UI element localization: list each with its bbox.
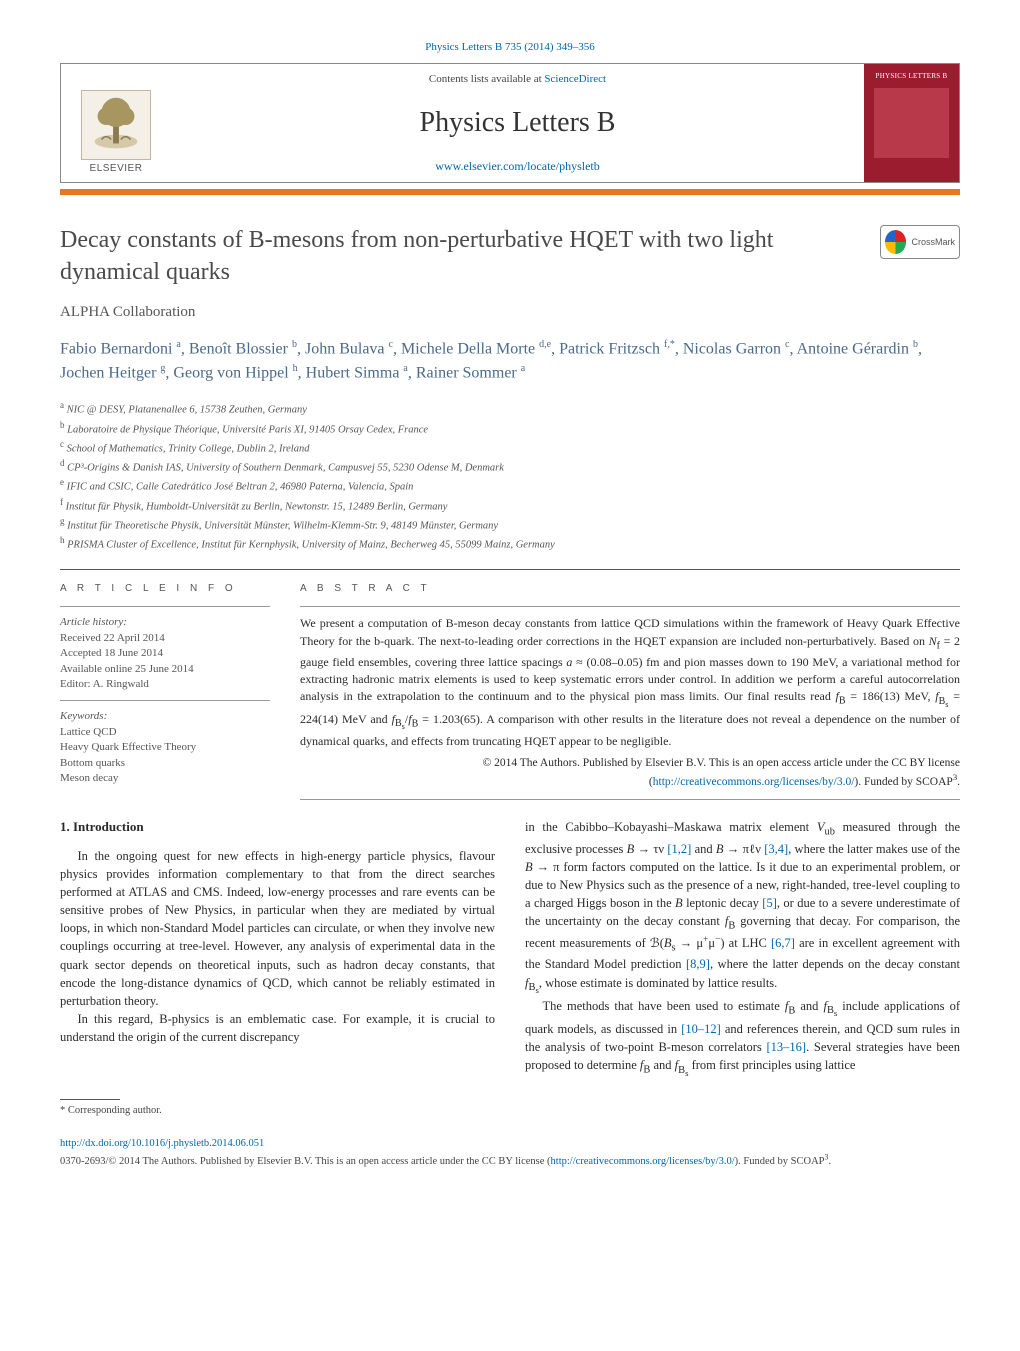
abstract-rule-top	[300, 606, 960, 607]
journal-cover-thumb: PHYSICS LETTERS B	[864, 64, 959, 182]
affiliation-item: e IFIC and CSIC, Calle Catedrático José …	[60, 476, 960, 495]
history-label: Article history:	[60, 615, 270, 630]
collaboration-name: ALPHA Collaboration	[60, 302, 960, 323]
journal-ref-link[interactable]: Physics Letters B 735 (2014) 349–356	[425, 41, 595, 53]
abstract-heading: A B S T R A C T	[300, 582, 960, 596]
online-date: Available online 25 June 2014	[60, 662, 270, 677]
body-p3: in the Cabibbo–Kobayashi–Maskawa matrix …	[525, 818, 960, 997]
journal-homepage-link[interactable]: www.elsevier.com/locate/physletb	[435, 159, 600, 173]
keyword-list: Lattice QCDHeavy Quark Effective TheoryB…	[60, 725, 270, 787]
article-body: 1. Introduction In the ongoing quest for…	[60, 818, 960, 1079]
accent-divider	[60, 189, 960, 195]
meta-rule-1	[60, 606, 270, 607]
crossmark-badge[interactable]: CrossMark	[880, 225, 960, 259]
footnote-text: Corresponding author.	[68, 1105, 162, 1116]
publisher-logo-cell: ELSEVIER	[61, 64, 171, 182]
cover-body	[874, 88, 949, 158]
affiliation-item: d CP³-Origins & Danish IAS, University o…	[60, 457, 960, 476]
article-title: Decay constants of B-mesons from non-per…	[60, 225, 860, 287]
journal-masthead: ELSEVIER Contents lists available at Sci…	[60, 63, 960, 183]
sciencedirect-link[interactable]: ScienceDirect	[544, 73, 606, 85]
meta-rule-2	[60, 700, 270, 701]
keyword-item: Lattice QCD	[60, 725, 270, 740]
contents-prefix: Contents lists available at	[429, 73, 544, 85]
received-date: Received 22 April 2014	[60, 631, 270, 646]
body-p4: The methods that have been used to estim…	[525, 997, 960, 1080]
elsevier-tree-icon	[81, 90, 151, 160]
crossmark-icon	[885, 230, 906, 254]
affiliation-item: c School of Mathematics, Trinity College…	[60, 438, 960, 457]
crossmark-label: CrossMark	[911, 236, 955, 249]
footnote-separator	[60, 1099, 120, 1100]
keyword-item: Meson decay	[60, 771, 270, 786]
affiliation-list: a NIC @ DESY, Platanenallee 6, 15738 Zeu…	[60, 399, 960, 553]
doi-link[interactable]: http://dx.doi.org/10.1016/j.physletb.201…	[60, 1138, 264, 1149]
keyword-item: Bottom quarks	[60, 756, 270, 771]
abstract-copyright: © 2014 The Authors. Published by Elsevie…	[300, 755, 960, 791]
rule-top	[60, 569, 960, 570]
editor: Editor: A. Ringwald	[60, 677, 270, 692]
doi-block: http://dx.doi.org/10.1016/j.physletb.201…	[60, 1137, 960, 1170]
affiliation-item: f Institut für Physik, Humboldt-Universi…	[60, 496, 960, 515]
affiliation-item: g Institut für Theoretische Physik, Univ…	[60, 515, 960, 534]
contents-available: Contents lists available at ScienceDirec…	[429, 72, 606, 87]
accepted-date: Accepted 18 June 2014	[60, 646, 270, 661]
keyword-item: Heavy Quark Effective Theory	[60, 740, 270, 755]
journal-reference: Physics Letters B 735 (2014) 349–356	[60, 40, 960, 55]
corresponding-author-footnote: * Corresponding author.	[60, 1104, 960, 1119]
article-info-heading: A R T I C L E I N F O	[60, 582, 270, 596]
publisher-name: ELSEVIER	[81, 162, 151, 176]
author-list: Fabio Bernardoni a, Benoît Blossier b, J…	[60, 337, 960, 386]
abstract-rule-bottom	[300, 799, 960, 800]
affiliation-item: a NIC @ DESY, Platanenallee 6, 15738 Zeu…	[60, 399, 960, 418]
journal-title: Physics Letters B	[420, 103, 616, 142]
keywords-label: Keywords:	[60, 709, 270, 724]
body-p2: In this regard, B-physics is an emblemat…	[60, 1010, 495, 1046]
footnote-marker: *	[60, 1105, 65, 1116]
abstract-body: We present a computation of B-meson deca…	[300, 615, 960, 750]
section-1-heading: 1. Introduction	[60, 818, 495, 837]
affiliation-item: b Laboratoire de Physique Théorique, Uni…	[60, 419, 960, 438]
body-p1: In the ongoing quest for new effects in …	[60, 847, 495, 1010]
doi-copyright-line: 0370-2693/© 2014 The Authors. Published …	[60, 1156, 831, 1167]
cover-title: PHYSICS LETTERS B	[866, 72, 957, 82]
affiliation-item: h PRISMA Cluster of Excellence, Institut…	[60, 534, 960, 553]
